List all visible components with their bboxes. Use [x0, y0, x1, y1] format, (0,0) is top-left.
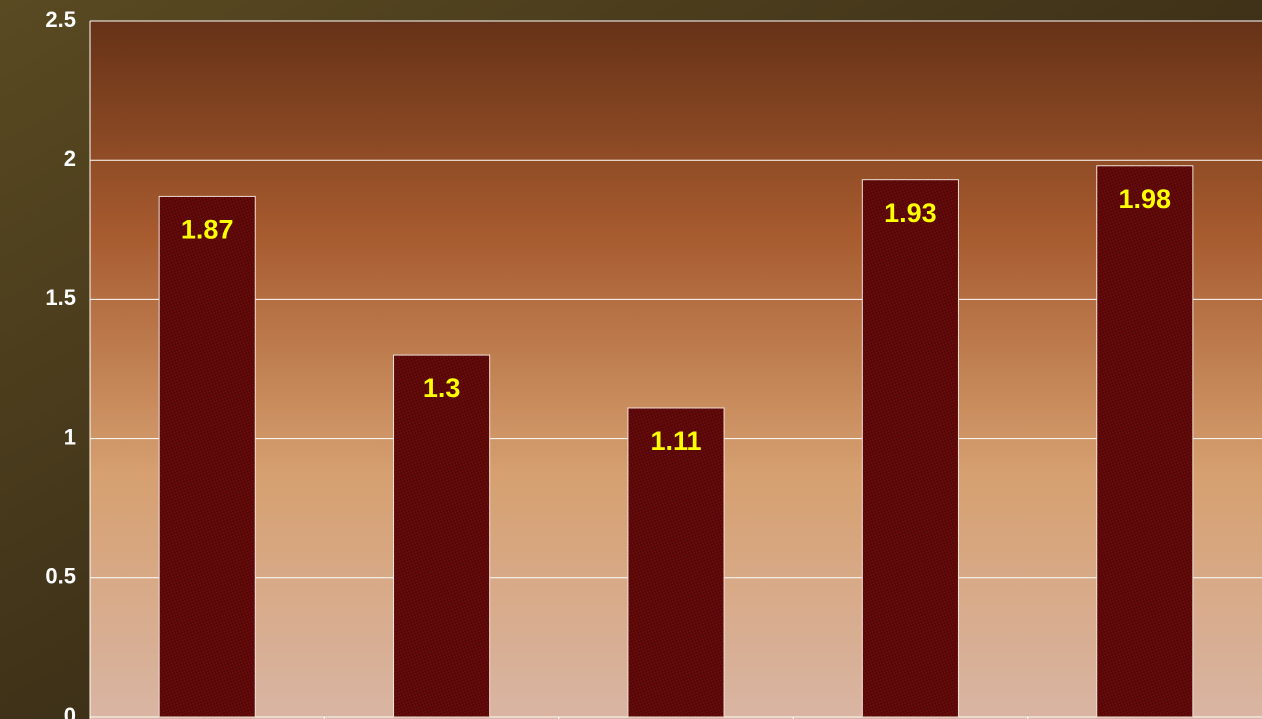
y-tick-label: 1 — [64, 424, 76, 449]
bar — [393, 354, 491, 718]
value-label: 1.11 — [650, 426, 701, 456]
bar — [627, 407, 725, 718]
bar — [1096, 165, 1194, 718]
value-label: 1.87 — [181, 215, 234, 245]
y-tick-label: 1.5 — [45, 285, 76, 310]
y-tick-label: 0 — [64, 703, 76, 719]
y-tick-label: 2.5 — [45, 7, 76, 32]
value-label: 1.98 — [1119, 184, 1172, 214]
y-tick-label: 0.5 — [45, 564, 76, 589]
bar — [158, 195, 256, 718]
value-label: 1.3 — [423, 373, 461, 403]
y-tick-label: 2 — [64, 146, 76, 171]
bar — [861, 179, 959, 718]
value-label: 1.93 — [884, 198, 937, 228]
